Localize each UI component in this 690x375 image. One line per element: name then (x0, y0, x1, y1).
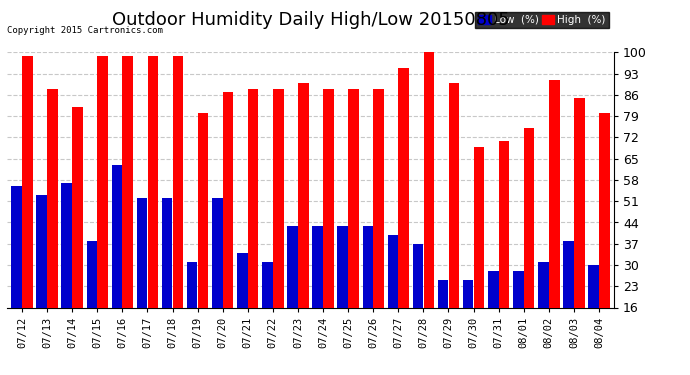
Bar (47, 89, 58, 356)
Bar (137, 198, 147, 356)
Bar (262, 262, 273, 356)
Bar (162, 198, 172, 356)
Bar (112, 165, 122, 356)
Bar (122, 56, 133, 356)
Bar (287, 225, 298, 356)
Bar (187, 262, 197, 356)
Bar (72, 107, 83, 356)
Bar (313, 225, 323, 356)
Bar (538, 262, 549, 356)
Bar (424, 53, 434, 356)
Bar (398, 68, 409, 356)
Bar (362, 225, 373, 356)
Bar (563, 241, 574, 356)
Bar (337, 225, 348, 356)
Bar (524, 128, 535, 356)
Bar (11, 186, 22, 356)
Legend: Low  (%), High  (%): Low (%), High (%) (475, 12, 609, 28)
Bar (499, 141, 509, 356)
Bar (549, 80, 560, 356)
Bar (223, 92, 233, 356)
Bar (373, 89, 384, 356)
Bar (574, 98, 584, 356)
Bar (438, 280, 449, 356)
Bar (474, 147, 484, 356)
Bar (86, 241, 97, 356)
Bar (198, 113, 208, 356)
Text: Copyright 2015 Cartronics.com: Copyright 2015 Cartronics.com (7, 26, 163, 35)
Bar (589, 265, 599, 356)
Bar (97, 56, 108, 356)
Bar (413, 244, 423, 356)
Bar (298, 83, 308, 356)
Bar (599, 113, 610, 356)
Bar (513, 271, 524, 356)
Bar (61, 183, 72, 356)
Bar (37, 195, 47, 356)
Bar (323, 89, 334, 356)
Bar (172, 56, 183, 356)
Bar (348, 89, 359, 356)
Bar (463, 280, 473, 356)
Bar (488, 271, 499, 356)
Bar (248, 89, 259, 356)
Bar (237, 253, 248, 356)
Bar (273, 89, 284, 356)
Text: Outdoor Humidity Daily High/Low 20150805: Outdoor Humidity Daily High/Low 20150805 (112, 11, 509, 29)
Bar (212, 198, 223, 356)
Bar (388, 235, 398, 356)
Bar (448, 83, 459, 356)
Bar (148, 56, 158, 356)
Bar (22, 56, 32, 356)
